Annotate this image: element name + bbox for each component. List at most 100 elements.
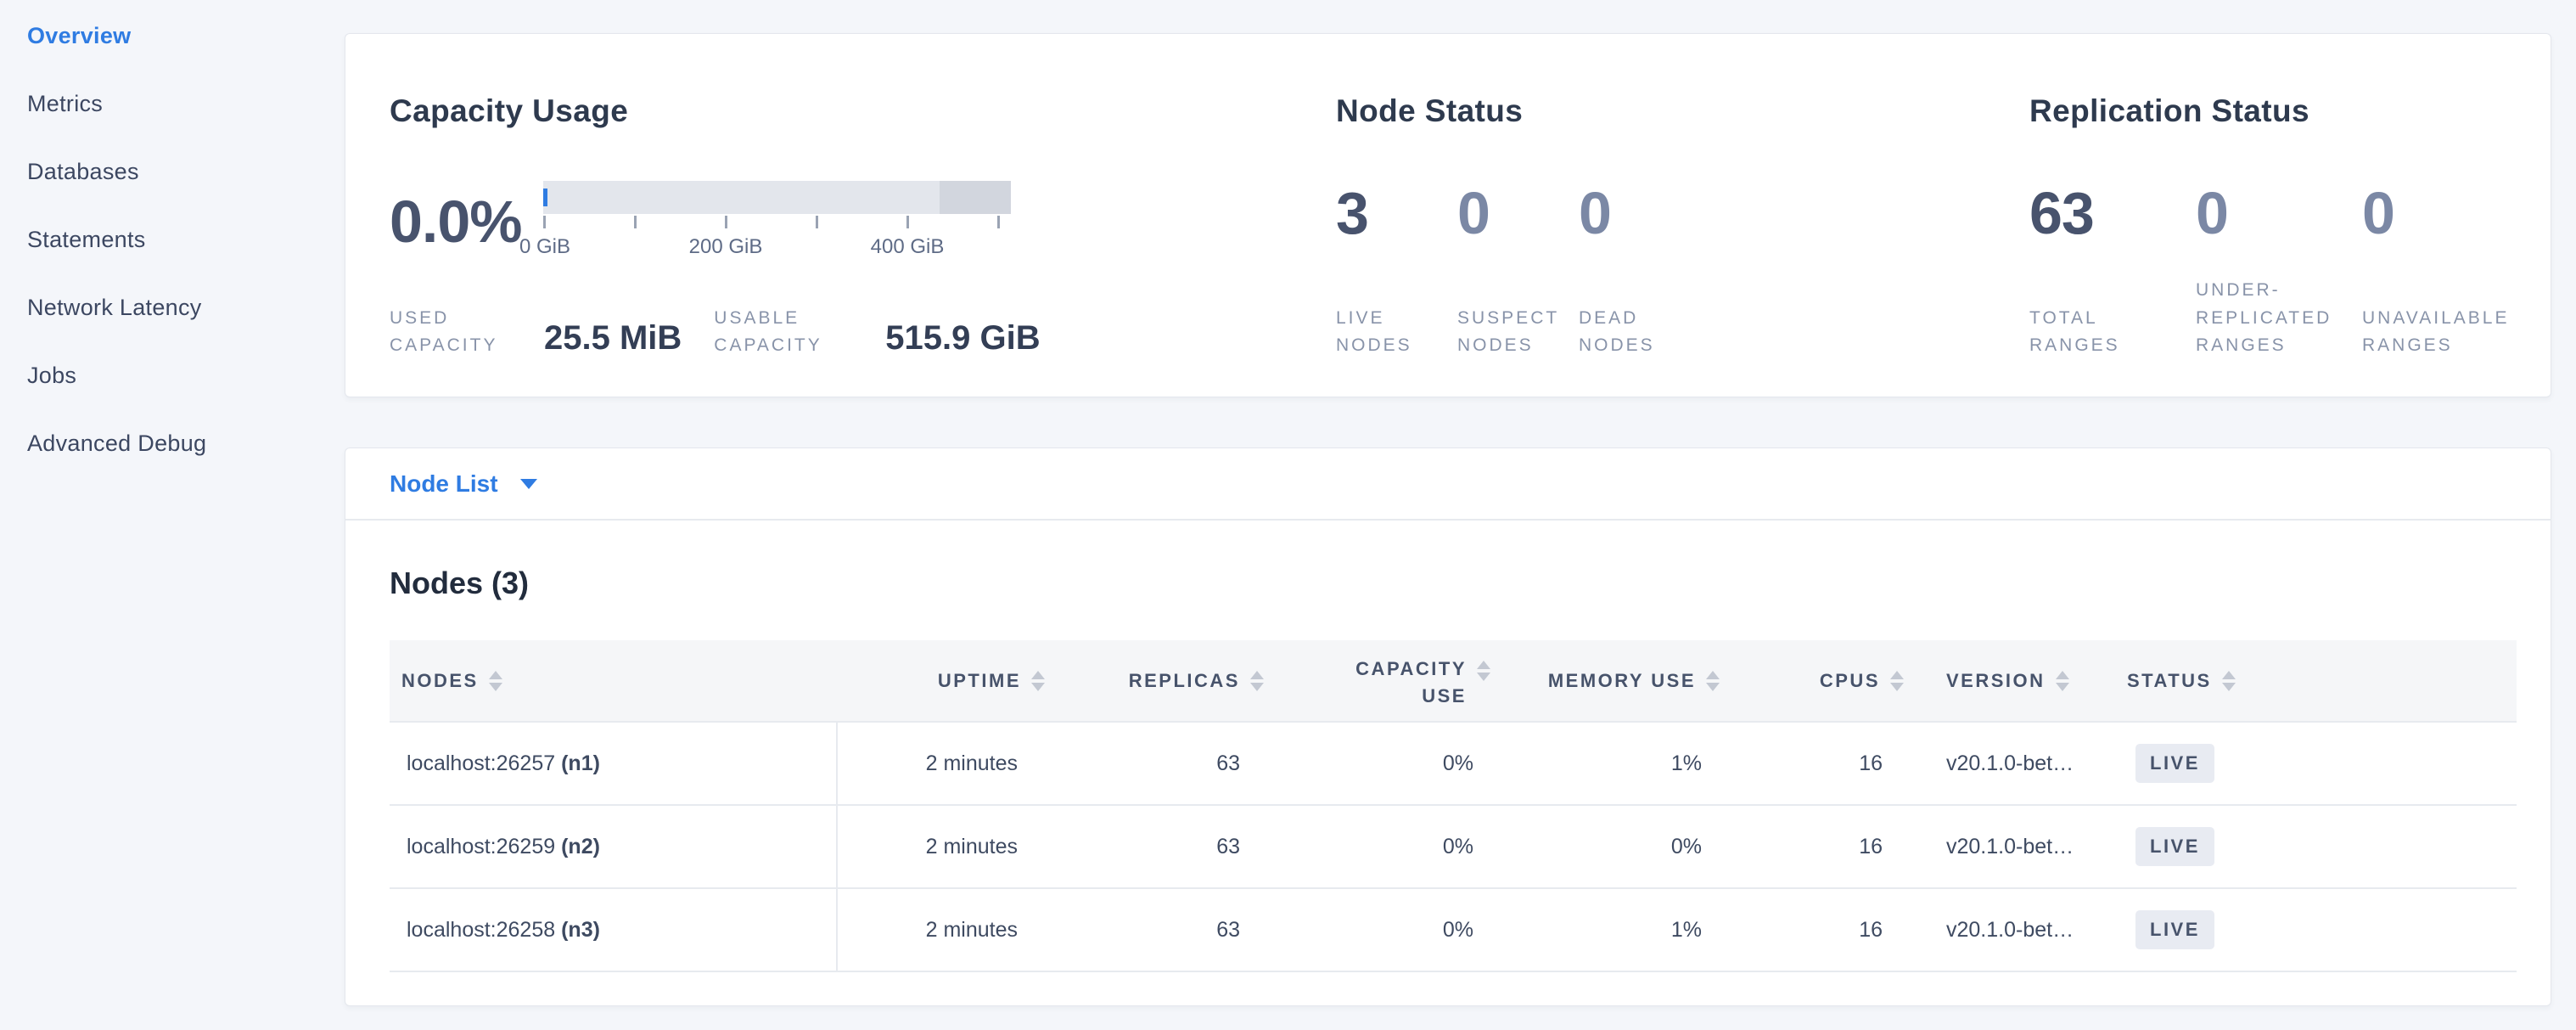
column-header-memory-use[interactable]: MEMORY USE: [1490, 640, 1720, 722]
uptime-cell: 2 minutes: [925, 834, 1018, 858]
node-address-cell[interactable]: localhost:26258 (n3): [390, 888, 838, 972]
column-header-replicas[interactable]: REPLICAS: [1045, 640, 1264, 722]
capacity-usage-section: Capacity Usage 0.0% 0 GiB 200 GiB 400 Gi…: [390, 34, 1306, 397]
sort-icon: [2221, 670, 2236, 691]
dead-nodes-label: DEAD NODES: [1579, 307, 1655, 356]
column-header-version[interactable]: VERSION: [1904, 640, 2102, 722]
capacity-use-cell: 0%: [1442, 834, 1473, 858]
capacity-usage-title: Capacity Usage: [390, 93, 629, 128]
replicas-cell: 63: [1216, 917, 1240, 942]
node-list-dropdown[interactable]: Node List: [390, 470, 537, 498]
sort-icon: [1031, 670, 1045, 691]
sidebar-item-jobs[interactable]: Jobs: [27, 362, 77, 388]
replicas-cell: 63: [1216, 751, 1240, 775]
column-header-capacity-use[interactable]: CAPACITY USE: [1264, 640, 1490, 722]
replicas-cell: 63: [1216, 834, 1240, 858]
column-header-uptime[interactable]: UPTIME: [837, 640, 1045, 722]
version-cell: v20.1.0-bet…: [1946, 917, 2074, 942]
status-cell: LIVE: [2102, 722, 2517, 805]
status-badge: LIVE: [2135, 910, 2214, 950]
node-list-header: Node List: [345, 448, 2551, 521]
nodes-heading: Nodes (3): [390, 566, 530, 600]
sidebar-item-network-latency[interactable]: Network Latency: [27, 294, 202, 320]
node-list-dropdown-label: Node List: [390, 470, 498, 497]
node-address-cell[interactable]: localhost:26259 (n2): [390, 805, 838, 889]
unavailable-ranges-value: 0: [2362, 180, 2395, 246]
under-replicated-ranges-label: UNDER-REPLICATED RANGES: [2196, 280, 2332, 356]
total-ranges-label: TOTAL RANGES: [2029, 307, 2120, 356]
table-header-row: NODES UPTIME REPLICAS: [390, 640, 2517, 723]
unavailable-ranges-label: UNAVAILABLE RANGES: [2362, 307, 2510, 356]
live-nodes-label: LIVE NODES: [1336, 307, 1412, 356]
replication-status-title: Replication Status: [2029, 93, 2309, 128]
usable-capacity-value: 515.9 GiB: [885, 319, 1041, 357]
table-row[interactable]: localhost:26257 (n1) 2 minutes 63 0% 1% …: [390, 722, 2517, 806]
axis-label-0gib: 0 GiB: [519, 235, 571, 258]
sort-icon: [1477, 661, 1490, 682]
sidebar-item-statements[interactable]: Statements: [27, 226, 146, 252]
under-replicated-ranges-stat: 0 UNDER-REPLICATED RANGES: [2196, 183, 2362, 397]
chevron-down-icon: [519, 478, 537, 489]
used-capacity-label: USED CAPACITY: [390, 307, 498, 356]
sidebar-item-advanced-debug[interactable]: Advanced Debug: [27, 430, 207, 456]
column-header-cpus[interactable]: CPUS: [1720, 640, 1904, 722]
table-row[interactable]: localhost:26258 (n3) 2 minutes 63 0% 1% …: [390, 888, 2517, 972]
main-content: Capacity Usage 0.0% 0 GiB 200 GiB 400 Gi…: [345, 0, 2576, 1030]
capacity-used-marker: [543, 189, 547, 206]
suspect-nodes-value: 0: [1457, 180, 1490, 246]
memory-use-cell: 1%: [1670, 917, 1702, 942]
sidebar-item-overview[interactable]: Overview: [27, 22, 132, 48]
sort-icon: [2055, 670, 2069, 691]
cpus-cell: 16: [1859, 834, 1883, 858]
table-row[interactable]: localhost:26259 (n2) 2 minutes 63 0% 0% …: [390, 805, 2517, 889]
node-list-card: Node List Nodes (3) NODES: [345, 447, 2551, 1006]
total-ranges-value: 63: [2029, 180, 2095, 246]
unavailable-ranges-stat: 0 UNAVAILABLE RANGES: [2362, 183, 2528, 397]
version-cell: v20.1.0-bet…: [1946, 751, 2074, 775]
status-cell: LIVE: [2102, 805, 2517, 888]
live-nodes-value: 3: [1336, 180, 1369, 246]
live-nodes-stat: 3 LIVE NODES: [1336, 183, 1457, 397]
suspect-nodes-label: SUSPECT NODES: [1457, 307, 1559, 356]
cpus-cell: 16: [1859, 917, 1883, 942]
uptime-cell: 2 minutes: [925, 917, 1018, 942]
sidebar: Overview Metrics Databases Statements Ne…: [0, 0, 345, 1030]
capacity-bar-chart: 0 GiB 200 GiB 400 GiB: [519, 181, 1011, 262]
column-header-nodes[interactable]: NODES: [390, 640, 837, 722]
node-list-body: Nodes (3) NODES UPTIME: [345, 565, 2551, 972]
capacity-bar-other-segment: [939, 181, 1011, 214]
dead-nodes-stat: 0 DEAD NODES: [1579, 183, 1700, 397]
uptime-cell: 2 minutes: [925, 751, 1018, 775]
sort-icon: [1706, 670, 1720, 691]
nodes-table: NODES UPTIME REPLICAS: [390, 640, 2517, 972]
sidebar-item-metrics[interactable]: Metrics: [27, 90, 104, 116]
used-capacity-value: 25.5 MiB: [544, 319, 682, 357]
dead-nodes-value: 0: [1579, 180, 1612, 246]
capacity-used-percent: 0.0%: [390, 189, 523, 255]
capacity-stats: USED CAPACITY 25.5 MiB USABLE CAPACITY 5…: [390, 305, 1041, 360]
capacity-use-cell: 0%: [1442, 917, 1473, 942]
status-badge: LIVE: [2135, 827, 2214, 867]
cpus-cell: 16: [1859, 751, 1883, 775]
sidebar-item-databases[interactable]: Databases: [27, 158, 139, 184]
sort-icon: [1250, 670, 1264, 691]
version-cell: v20.1.0-bet…: [1946, 834, 2074, 858]
memory-use-cell: 1%: [1670, 751, 1702, 775]
column-header-status[interactable]: STATUS: [2102, 640, 2517, 722]
node-address-cell[interactable]: localhost:26257 (n1): [390, 722, 838, 806]
under-replicated-ranges-value: 0: [2196, 180, 2229, 246]
capacity-use-cell: 0%: [1442, 751, 1473, 775]
sort-icon: [488, 670, 502, 691]
replication-status-section: Replication Status 63 TOTAL RANGES 0 UND…: [2029, 34, 2576, 397]
status-cell: LIVE: [2102, 888, 2517, 971]
node-status-section: Node Status 3 LIVE NODES 0 SUSPECT NODES…: [1336, 34, 1947, 397]
axis-label-200gib: 200 GiB: [688, 235, 763, 258]
sort-icon: [1890, 670, 1904, 691]
usable-capacity-label: USABLE CAPACITY: [714, 307, 822, 356]
axis-label-400gib: 400 GiB: [870, 235, 945, 258]
suspect-nodes-stat: 0 SUSPECT NODES: [1457, 183, 1579, 397]
capacity-axis-labels: 0 GiB 200 GiB 400 GiB: [519, 235, 1011, 262]
total-ranges-stat: 63 TOTAL RANGES: [2029, 183, 2196, 397]
cluster-summary-card: Capacity Usage 0.0% 0 GiB 200 GiB 400 Gi…: [345, 33, 2551, 397]
